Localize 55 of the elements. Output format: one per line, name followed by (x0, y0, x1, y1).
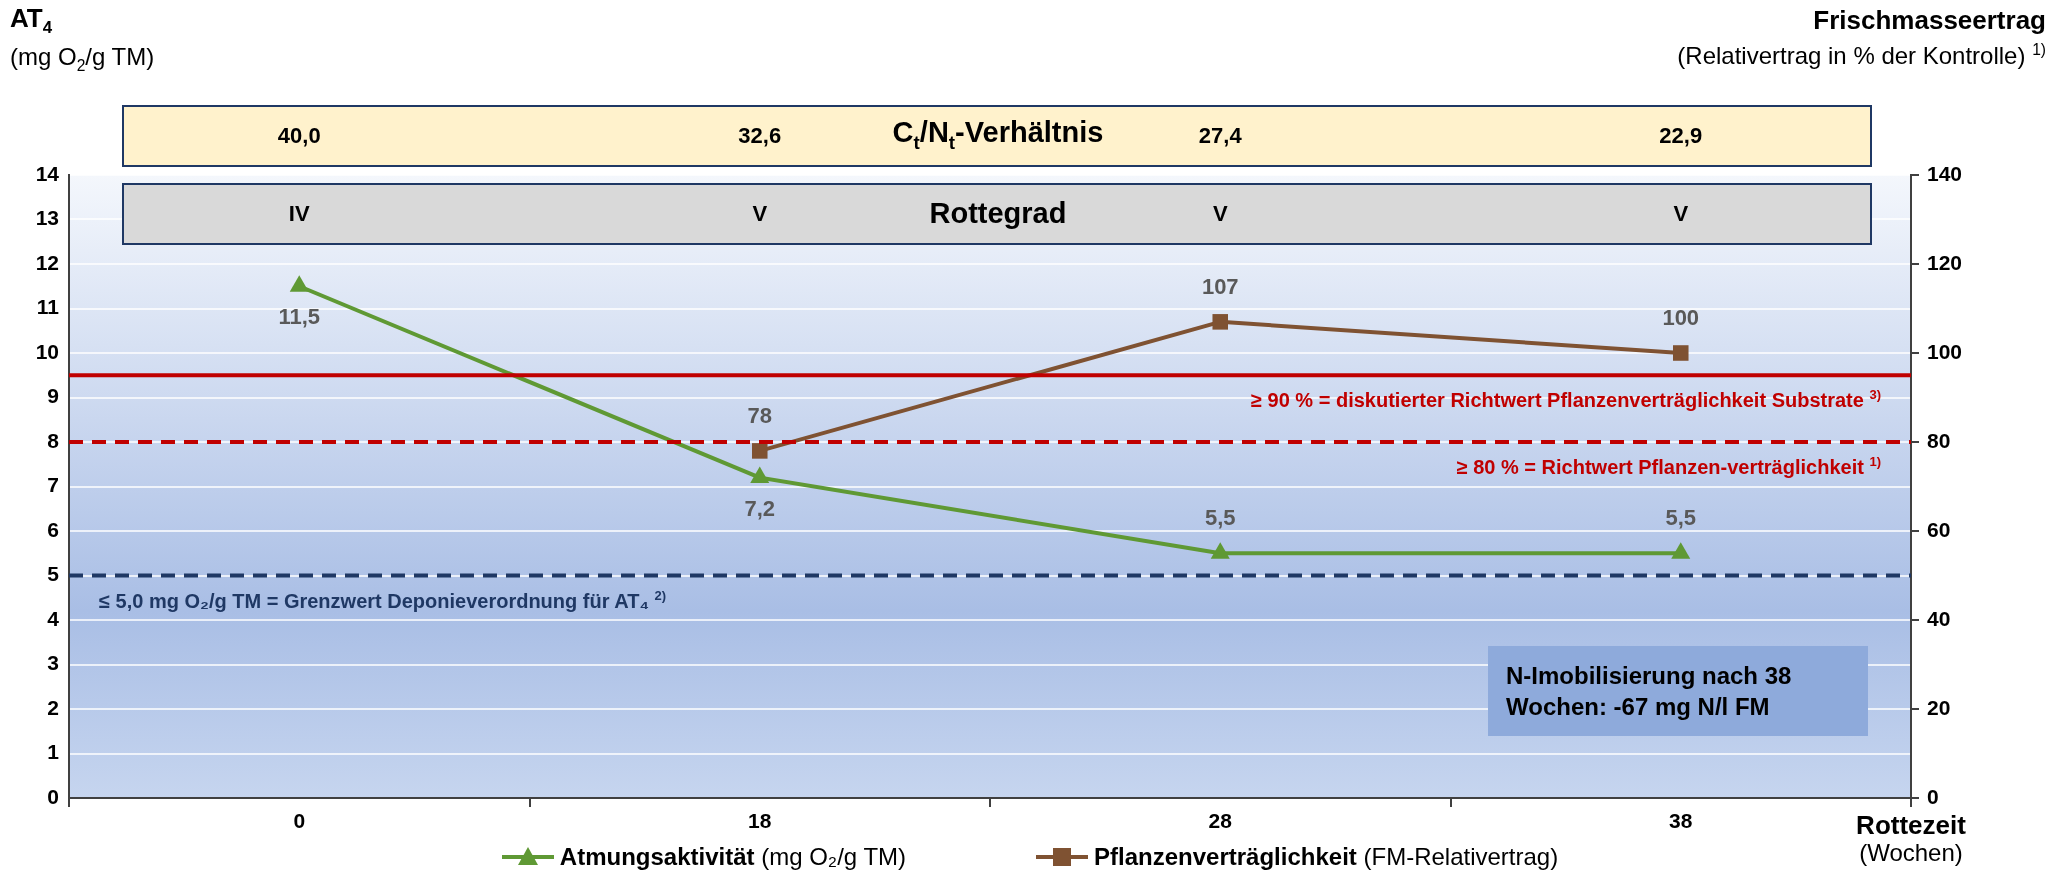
x-tick-label: 0 (293, 809, 306, 833)
point (751, 443, 768, 459)
y-axis-title: AT$_{4}$ (mg O$_{2}$/g TM) (10, 3, 155, 76)
text-box: N-Imobilisierung nach 38 Wochen: -67 mg N/l FM (1488, 646, 1868, 736)
x-tick-label: 28 (1208, 809, 1233, 833)
data-label: 5,5 (1204, 505, 1236, 532)
y-tick-label: 9 (47, 384, 59, 408)
y2-tick-label: 120 (1927, 250, 1963, 274)
legend-label: Atmungsaktivität (mg O₂/g TM) (559, 843, 907, 871)
data-label: 5,5 (1665, 505, 1697, 532)
data-label: 107 (1201, 273, 1239, 300)
point (1212, 314, 1229, 330)
y2-tick-label: 100 (1927, 339, 1963, 363)
y-tick-label: 3 (47, 651, 59, 675)
x-tick-label: 38 (1669, 809, 1693, 833)
annotation: Rottegrad (929, 196, 1067, 230)
y-tick-label: 11 (36, 295, 60, 319)
y2-tick-label: 80 (1927, 428, 1951, 452)
point (750, 466, 770, 484)
ref-line-label: ≥ 90 % = diskutierter Richtwert Pflanzenverträglichkeit Substrate $^{3)}$ (1251, 387, 1881, 412)
ref-line-label: ≥ 80 % = Richtwert Pflanzen-verträglichkeit $^{1)}$ (1456, 454, 1881, 479)
annotation: V (1673, 201, 1689, 227)
y-tick-label: 8 (47, 428, 60, 452)
y-tick-label: 4 (47, 606, 60, 630)
y-tick-label: 13 (35, 206, 59, 230)
ref-line-label: ≤ 5,0 mg O₂/g TM = Grenzwert Deponieverordnung für AT₄ $^{2)}$ (99, 587, 667, 613)
y-tick-label: 14 (35, 161, 60, 185)
point (1672, 345, 1689, 361)
point (1671, 542, 1691, 559)
x-tick-label: 18 (748, 809, 772, 833)
y-tick-label: 2 (47, 695, 59, 719)
y-tick-label: 0 (47, 784, 59, 808)
y2-tick-label: 60 (1927, 517, 1951, 541)
y-tick-label: 6 (47, 517, 59, 541)
x-axis-title: Rottezeit (Wochen) (1855, 810, 1967, 866)
y2-tick-label: 140 (1927, 161, 1963, 185)
point (289, 275, 309, 292)
point (1210, 542, 1230, 559)
y-tick-label: 1 (47, 740, 60, 764)
y2-tick-label: 20 (1927, 695, 1951, 719)
y-tick-label: 10 (35, 339, 59, 363)
y2-axis-title: Frischmasseertrag (Relativertrag in % der Kontrolle) $^{1)}$ (1677, 5, 2046, 70)
y2-tick-label: 40 (1927, 606, 1951, 630)
y-tick-label: 5 (47, 562, 60, 586)
data-label: 78 (747, 402, 772, 429)
annotation: V (1212, 201, 1228, 227)
annotation: IV (288, 201, 310, 227)
y-tick-label: 12 (35, 250, 59, 274)
y-tick-label: 7 (47, 473, 59, 497)
y2-tick-label: 0 (1927, 784, 1939, 808)
legend-label: Pflanzenverträglichkeit (FM-Relativertrag) (1094, 843, 1559, 871)
data-label: 11,5 (278, 304, 321, 331)
data-label: 100 (1662, 305, 1700, 331)
annotation: V (752, 201, 768, 227)
data-label: 7,2 (744, 495, 776, 522)
